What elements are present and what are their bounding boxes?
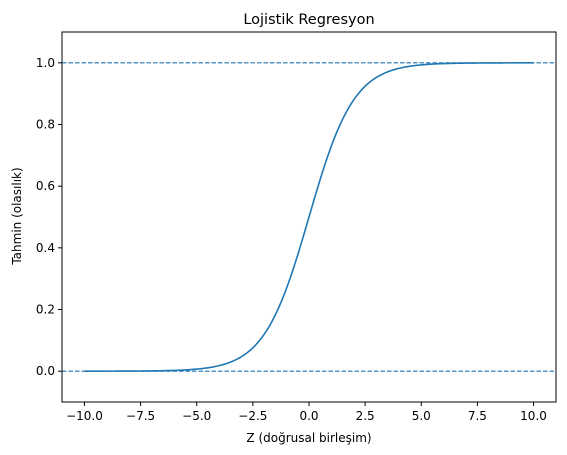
y-axis-label: Tahmin (olasılık) xyxy=(10,167,24,265)
y-tick-label: 0.0 xyxy=(36,364,55,378)
y-axis: 0.0 0.2 0.4 0.6 0.8 1.0 xyxy=(36,56,62,378)
x-tick-label: −5.0 xyxy=(182,409,211,423)
x-tick-label: 0.0 xyxy=(299,409,318,423)
x-tick-label: −10.0 xyxy=(66,409,103,423)
x-tick-label: 5.0 xyxy=(412,409,431,423)
y-tick-label: 1.0 xyxy=(36,56,55,70)
chart-title: Lojistik Regresyon xyxy=(243,12,374,28)
x-axis-label: Z (doğrusal birleşim) xyxy=(246,431,371,445)
x-tick-label: 10.0 xyxy=(520,409,547,423)
x-tick-label: −7.5 xyxy=(126,409,155,423)
series-line xyxy=(84,62,534,372)
y-tick-label: 0.6 xyxy=(36,179,55,193)
plot-area xyxy=(62,62,556,372)
y-tick-label: 0.2 xyxy=(36,303,55,317)
x-axis: −10.0 −7.5 −5.0 −2.5 0.0 2.5 5.0 7.5 10.0 xyxy=(66,402,547,423)
y-tick-label: 0.8 xyxy=(36,118,55,132)
x-tick-label: −2.5 xyxy=(238,409,267,423)
x-tick-label: 2.5 xyxy=(356,409,375,423)
y-tick-label: 0.4 xyxy=(36,241,55,255)
x-tick-label: 7.5 xyxy=(468,409,487,423)
